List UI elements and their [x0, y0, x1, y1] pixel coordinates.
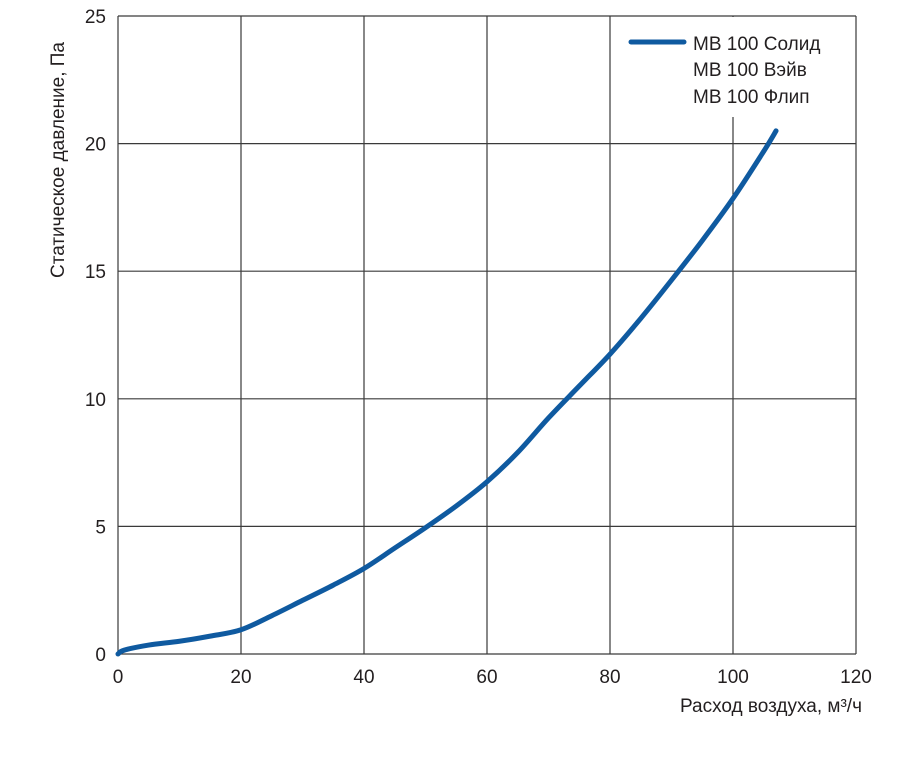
y-axis-label: Статическое давление, Па — [48, 42, 69, 278]
y-tick-label: 15 — [85, 262, 106, 283]
x-tick-label: 20 — [230, 667, 251, 688]
y-tick-label: 0 — [95, 645, 106, 666]
legend-label: MB 100 Вэйв — [693, 60, 807, 81]
y-tick-label: 25 — [85, 7, 106, 28]
x-axis-label: Расход воздуха, м³/ч — [680, 696, 862, 717]
series-line — [115, 128, 779, 657]
legend-label: MB 100 Флип — [693, 87, 810, 108]
legend-label: MB 100 Солид — [693, 34, 820, 55]
y-tick-labels: 0 5 10 15 20 25 — [85, 7, 106, 666]
y-tick-label: 5 — [95, 517, 106, 538]
x-tick-label: 120 — [840, 667, 872, 688]
x-tick-label: 100 — [717, 667, 749, 688]
x-tick-label: 80 — [599, 667, 620, 688]
x-tick-labels: 0 20 40 60 80 100 120 — [113, 667, 872, 688]
grid — [117, 15, 857, 655]
x-tick-label: 60 — [476, 667, 497, 688]
legend: MB 100 Солид MB 100 Вэйв MB 100 Флип — [618, 17, 855, 117]
y-tick-label: 20 — [85, 135, 106, 156]
y-tick-label: 10 — [85, 390, 106, 411]
series-layer — [115, 128, 779, 657]
x-tick-label: 0 — [113, 667, 124, 688]
x-tick-label: 40 — [353, 667, 374, 688]
legend-box — [618, 17, 855, 117]
